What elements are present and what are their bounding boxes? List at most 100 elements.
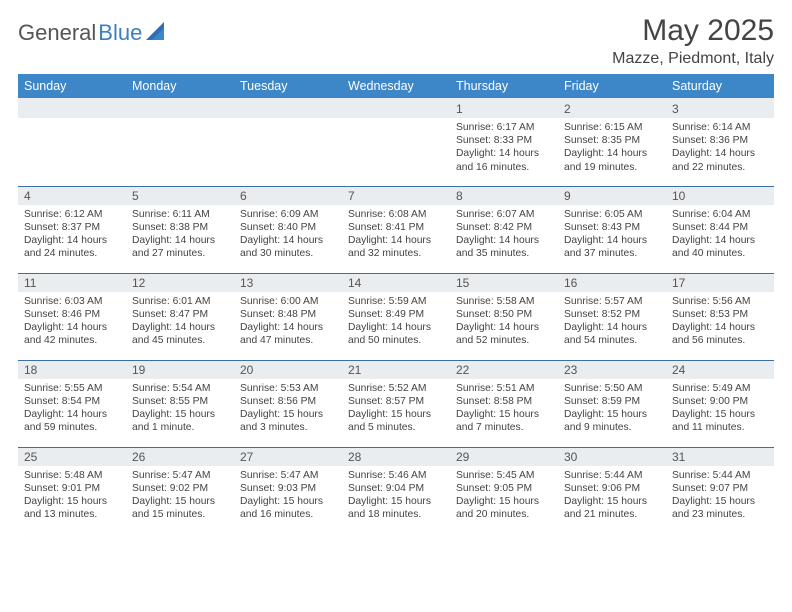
day-line: and 42 minutes. — [24, 334, 120, 347]
calendar-cell: 15Sunrise: 5:58 AMSunset: 8:50 PMDayligh… — [450, 273, 558, 360]
calendar-row: 1Sunrise: 6:17 AMSunset: 8:33 PMDaylight… — [18, 99, 774, 186]
day-line: Daylight: 15 hours — [564, 408, 660, 421]
day-line: Daylight: 14 hours — [24, 234, 120, 247]
day-body: Sunrise: 5:44 AMSunset: 9:07 PMDaylight:… — [666, 466, 774, 524]
day-line: Sunset: 8:56 PM — [240, 395, 336, 408]
day-number: 7 — [342, 187, 450, 205]
day-line: and 7 minutes. — [456, 421, 552, 434]
day-line: and 52 minutes. — [456, 334, 552, 347]
day-line: and 18 minutes. — [348, 508, 444, 521]
day-line: and 24 minutes. — [24, 247, 120, 260]
day-line: and 22 minutes. — [672, 161, 768, 174]
day-number: 3 — [666, 100, 774, 118]
day-body: Sunrise: 6:08 AMSunset: 8:41 PMDaylight:… — [342, 205, 450, 263]
day-body: Sunrise: 5:51 AMSunset: 8:58 PMDaylight:… — [450, 379, 558, 437]
day-line: Sunset: 8:38 PM — [132, 221, 228, 234]
day-line: and 15 minutes. — [132, 508, 228, 521]
day-number: 9 — [558, 187, 666, 205]
day-number: 21 — [342, 361, 450, 379]
day-line: and 50 minutes. — [348, 334, 444, 347]
day-line: and 59 minutes. — [24, 421, 120, 434]
day-line: Daylight: 15 hours — [456, 408, 552, 421]
calendar-cell: 1Sunrise: 6:17 AMSunset: 8:33 PMDaylight… — [450, 99, 558, 186]
day-number: 13 — [234, 274, 342, 292]
day-line: Sunrise: 6:00 AM — [240, 295, 336, 308]
day-body: Sunrise: 5:52 AMSunset: 8:57 PMDaylight:… — [342, 379, 450, 437]
day-body: Sunrise: 5:50 AMSunset: 8:59 PMDaylight:… — [558, 379, 666, 437]
day-number: 17 — [666, 274, 774, 292]
calendar-row: 25Sunrise: 5:48 AMSunset: 9:01 PMDayligh… — [18, 447, 774, 534]
day-number: 19 — [126, 361, 234, 379]
dh-tue: Tuesday — [234, 74, 342, 99]
calendar-cell: 9Sunrise: 6:05 AMSunset: 8:43 PMDaylight… — [558, 186, 666, 273]
day-line: and 32 minutes. — [348, 247, 444, 260]
day-line: Sunset: 9:03 PM — [240, 482, 336, 495]
day-line: and 47 minutes. — [240, 334, 336, 347]
day-body: Sunrise: 5:47 AMSunset: 9:03 PMDaylight:… — [234, 466, 342, 524]
day-line: Sunset: 8:55 PM — [132, 395, 228, 408]
day-line: and 40 minutes. — [672, 247, 768, 260]
day-line: Sunset: 8:57 PM — [348, 395, 444, 408]
day-body: Sunrise: 5:58 AMSunset: 8:50 PMDaylight:… — [450, 292, 558, 350]
day-line: Sunset: 9:04 PM — [348, 482, 444, 495]
calendar-cell: 25 Sunrise: 5:48 AMSunset: 9:01 PMDayligh… — [18, 447, 126, 534]
day-body: Sunrise: 6:00 AMSunset: 8:48 PMDaylight:… — [234, 292, 342, 350]
day-line: Sunrise: 6:17 AM — [456, 121, 552, 134]
day-line: and 5 minutes. — [348, 421, 444, 434]
day-body: Sunrise: 6:03 AMSunset: 8:46 PMDaylight:… — [18, 292, 126, 350]
day-line: Sunrise: 5:44 AM — [672, 469, 768, 482]
day-line: Daylight: 15 hours — [240, 495, 336, 508]
day-line: and 16 minutes. — [240, 508, 336, 521]
day-number — [18, 100, 126, 118]
day-body: Sunrise: 5:45 AMSunset: 9:05 PMDaylight:… — [450, 466, 558, 524]
day-line: Daylight: 15 hours — [24, 495, 120, 508]
calendar-cell: 24Sunrise: 5:49 AMSunset: 9:00 PMDayligh… — [666, 360, 774, 447]
day-line: Sunrise: 5:56 AM — [672, 295, 768, 308]
day-line: and 19 minutes. — [564, 161, 660, 174]
day-number: 16 — [558, 274, 666, 292]
day-line: Sunrise: 5:48 AM — [24, 469, 120, 482]
day-line: Daylight: 14 hours — [672, 234, 768, 247]
calendar-cell: 13Sunrise: 6:00 AMSunset: 8:48 PMDayligh… — [234, 273, 342, 360]
calendar-cell: 2Sunrise: 6:15 AMSunset: 8:35 PMDaylight… — [558, 99, 666, 186]
day-body: Sunrise: 5:53 AMSunset: 8:56 PMDaylight:… — [234, 379, 342, 437]
day-number: 22 — [450, 361, 558, 379]
day-line: Sunrise: 5:54 AM — [132, 382, 228, 395]
brand-logo: GeneralBlue — [18, 20, 168, 46]
day-line: and 45 minutes. — [132, 334, 228, 347]
location: Mazze, Piedmont, Italy — [612, 50, 774, 68]
calendar-cell: 19Sunrise: 5:54 AMSunset: 8:55 PMDayligh… — [126, 360, 234, 447]
day-line: Sunrise: 5:50 AM — [564, 382, 660, 395]
calendar-cell: 8Sunrise: 6:07 AMSunset: 8:42 PMDaylight… — [450, 186, 558, 273]
day-line: Daylight: 15 hours — [672, 408, 768, 421]
day-body: Sunrise: 6:05 AMSunset: 8:43 PMDaylight:… — [558, 205, 666, 263]
day-number: 23 — [558, 361, 666, 379]
day-line: Sunrise: 5:45 AM — [456, 469, 552, 482]
calendar-cell — [18, 99, 126, 186]
day-line: Daylight: 14 hours — [672, 147, 768, 160]
day-number: 25 — [18, 448, 126, 466]
dh-sat: Saturday — [666, 74, 774, 99]
day-line: Sunrise: 5:46 AM — [348, 469, 444, 482]
day-body: Sunrise: 6:17 AMSunset: 8:33 PMDaylight:… — [450, 118, 558, 176]
day-number — [342, 100, 450, 118]
day-line: Sunset: 8:42 PM — [456, 221, 552, 234]
calendar-cell — [234, 99, 342, 186]
day-line: Sunset: 8:36 PM — [672, 134, 768, 147]
day-body: Sunrise: 6:07 AMSunset: 8:42 PMDaylight:… — [450, 205, 558, 263]
calendar-cell: 12Sunrise: 6:01 AMSunset: 8:47 PMDayligh… — [126, 273, 234, 360]
day-line: Sunset: 9:01 PM — [24, 482, 120, 495]
day-line: and 13 minutes. — [24, 508, 120, 521]
calendar-cell: 21Sunrise: 5:52 AMSunset: 8:57 PMDayligh… — [342, 360, 450, 447]
day-line: and 21 minutes. — [564, 508, 660, 521]
logo-sail-icon — [146, 22, 168, 45]
day-body: Sunrise: 5:46 AMSunset: 9:04 PMDaylight:… — [342, 466, 450, 524]
day-line: Sunrise: 5:52 AM — [348, 382, 444, 395]
dh-thu: Thursday — [450, 74, 558, 99]
day-line: Sunrise: 6:03 AM — [24, 295, 120, 308]
day-line: Daylight: 14 hours — [240, 321, 336, 334]
calendar-cell: 17Sunrise: 5:56 AMSunset: 8:53 PMDayligh… — [666, 273, 774, 360]
day-line: Sunrise: 5:55 AM — [24, 382, 120, 395]
day-line: Sunrise: 6:15 AM — [564, 121, 660, 134]
day-line: and 35 minutes. — [456, 247, 552, 260]
